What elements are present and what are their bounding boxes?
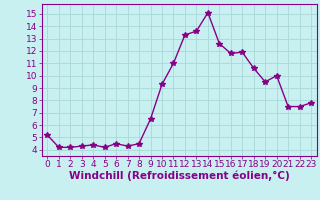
X-axis label: Windchill (Refroidissement éolien,°C): Windchill (Refroidissement éolien,°C) — [69, 171, 290, 181]
